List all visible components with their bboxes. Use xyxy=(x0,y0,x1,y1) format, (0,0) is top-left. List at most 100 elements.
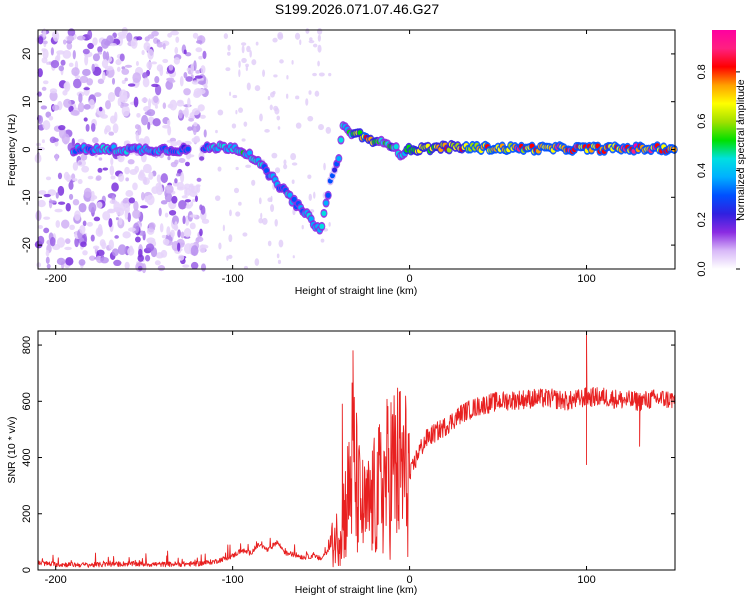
spectrogram-noise-speckle xyxy=(160,173,169,184)
spectrogram-ridge-cell xyxy=(325,192,331,198)
spectrogram-noise-speckle xyxy=(122,200,128,204)
spectrogram-noise-speckle xyxy=(192,32,199,39)
spectrogram-noise-speckle xyxy=(137,265,143,271)
spectrogram-noise-speckle xyxy=(128,197,136,204)
spectrogram-noise-speckle xyxy=(46,61,50,65)
spectrogram-noise-speckle xyxy=(254,85,261,92)
spectrogram-noise-speckle xyxy=(308,39,315,44)
colorbar-tick-label: 0.0 xyxy=(696,261,708,276)
spectrogram-noise-speckle xyxy=(241,45,245,54)
spectrogram-noise-speckle xyxy=(328,222,331,227)
spectrogram-noise-speckle xyxy=(48,115,54,121)
spectrogram-noise-speckle xyxy=(72,161,79,171)
spectrogram-noise-speckle xyxy=(200,263,207,272)
spectrogram-noise-speckle xyxy=(168,79,176,83)
spectrogram-noise-speckle xyxy=(52,104,60,111)
spectrogram-noise-speckle xyxy=(88,202,97,213)
spectrogram-noise-speckle xyxy=(162,124,171,129)
spectrogram-noise-speckle xyxy=(214,195,221,201)
spectrogram-noise-speckle xyxy=(249,49,252,58)
spectrogram-noise-speckle xyxy=(227,51,231,56)
spectrogram-noise-speckle xyxy=(41,86,47,91)
spectrogram-noise-speckle xyxy=(109,165,115,176)
spectrogram-noise-speckle xyxy=(52,30,60,42)
spectrogram-noise-speckle xyxy=(78,259,86,266)
spectrogram-noise-speckle xyxy=(148,222,156,230)
spectrogram-noise-speckle xyxy=(144,254,151,262)
spectrogram-noise-speckle xyxy=(183,71,188,79)
spectrogram-x-ticks: -200 -100 0 100 xyxy=(45,30,596,285)
spectrogram-noise-speckle xyxy=(217,166,222,172)
spectrogram-noise-speckle xyxy=(179,75,184,87)
spectrogram-noise-speckle xyxy=(86,221,93,227)
spectrogram-noise-speckle xyxy=(108,208,114,214)
spectrogram-noise-speckle xyxy=(92,245,100,250)
spectrogram-noise-speckle xyxy=(125,190,134,197)
spectrogram-noise-speckle xyxy=(108,131,115,136)
spectrogram-noise-speckle xyxy=(154,84,162,96)
spectrogram-noise-speckle xyxy=(97,51,102,55)
spectrogram-noise-speckle xyxy=(112,123,119,134)
spectrogram-noise-speckle xyxy=(196,185,201,193)
spectrogram-noise-speckle xyxy=(113,259,122,267)
spectrogram-noise-speckle xyxy=(259,113,263,122)
spectrogram-noise-speckle xyxy=(97,167,103,173)
spectrogram-noise-speckle xyxy=(170,229,175,238)
spectrogram-ridge xyxy=(69,121,678,235)
spectrogram-noise-speckle xyxy=(90,123,96,132)
spectrogram-noise-speckle xyxy=(67,35,75,42)
spectrogram-noise-speckle xyxy=(42,28,47,38)
spectrogram-noise-speckle xyxy=(55,220,61,228)
spectrogram-noise-speckle xyxy=(197,80,206,85)
spectrogram-noise-speckle xyxy=(144,111,152,116)
spectrogram-noise-speckle xyxy=(180,231,185,239)
spectrogram-noise-speckle xyxy=(143,41,151,51)
spectrogram-noise-speckle xyxy=(223,33,229,40)
spectrogram-noise-speckle xyxy=(72,50,76,60)
spectrogram-noise-speckle xyxy=(262,217,268,225)
spectrogram-noise-speckle xyxy=(49,91,58,102)
spectrogram-noise-speckle xyxy=(124,64,133,68)
spectrogram-noise-speckle xyxy=(110,157,114,166)
spectrogram-noise-speckle xyxy=(147,48,154,60)
spectrogram-noise-speckle xyxy=(148,98,152,109)
spectrogram-noise-speckle xyxy=(194,195,198,202)
spectrogram-noise-speckle xyxy=(68,62,74,67)
spectrogram-noise-speckle xyxy=(190,63,195,74)
spectrogram-noise-speckle xyxy=(235,109,238,115)
spectrogram-noise-speckle xyxy=(37,115,44,125)
spectrogram-noise-speckle xyxy=(325,126,332,134)
spectrogram-noise-speckle xyxy=(245,65,249,72)
spectrogram-noise-speckle xyxy=(199,156,205,161)
spectrogram-noise-speckle xyxy=(41,139,45,144)
spectrogram-noise-speckle xyxy=(178,158,186,163)
spectrogram-noise-speckle xyxy=(41,48,47,52)
spectrogram-noise-speckle xyxy=(178,254,185,261)
spectrogram-noise-speckle xyxy=(121,102,129,107)
spectrogram-noise-speckle xyxy=(184,161,190,167)
spectrogram-noise-speckle xyxy=(245,63,249,68)
spectrogram-noise-speckle xyxy=(267,240,272,247)
spectrogram-noise-speckle xyxy=(76,35,86,41)
spectrogram-ridge-cell xyxy=(323,200,329,206)
spectrogram-noise-speckle xyxy=(78,93,83,103)
spectrogram-noise-speckle xyxy=(274,167,281,174)
spectrogram-noise-speckle xyxy=(69,224,75,230)
spectrogram-noise-speckle xyxy=(318,72,325,77)
spectrogram-noise-speckle xyxy=(88,255,96,261)
spectrogram-noise-speckle xyxy=(173,57,181,65)
spectrogram-noise-speckle xyxy=(154,75,160,84)
spectrogram-noise-speckle xyxy=(225,67,231,72)
spectrogram-noise-speckle xyxy=(36,262,42,268)
spectrogram-noise-speckle xyxy=(35,210,42,222)
spectrogram-noise-speckle xyxy=(48,200,57,204)
spectrogram-noise-speckle xyxy=(185,204,192,209)
spectrogram-noise-speckle xyxy=(274,107,280,115)
spectrogram-noise-speckle xyxy=(114,111,118,122)
spectrogram-noise-speckle xyxy=(142,72,148,79)
spectrogram-noise-speckle xyxy=(125,177,129,182)
spectrogram-noise-speckle xyxy=(93,216,101,222)
spectrogram-noise-speckle xyxy=(91,63,95,72)
spectrogram-noise-speckle xyxy=(174,178,178,184)
